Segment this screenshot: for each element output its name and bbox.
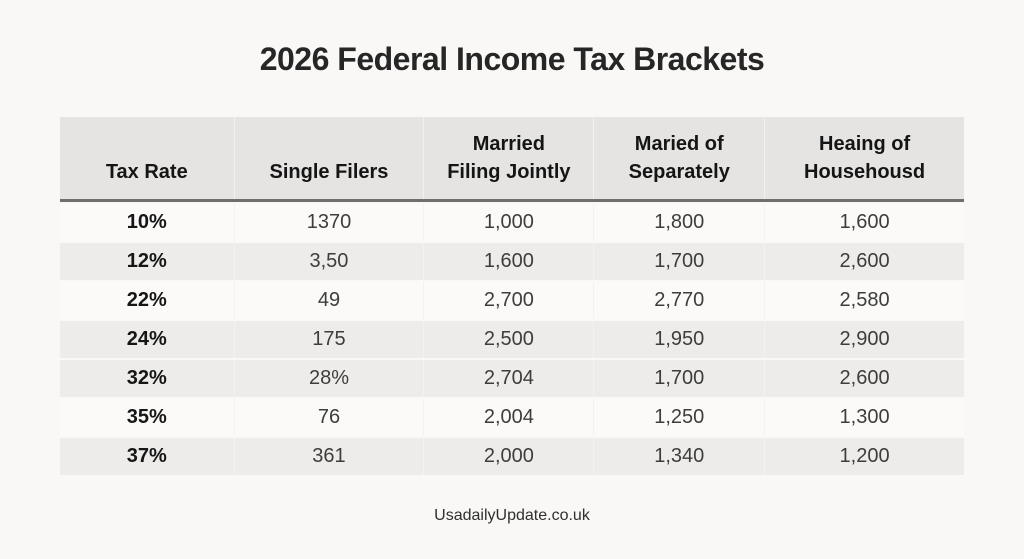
table-row: 37% 361 2,000 1,340 1,200 [60, 436, 964, 475]
table-cell: 28% [233, 360, 424, 397]
table-cell: 2,580 [764, 282, 964, 319]
table-cell: 2,600 [764, 360, 964, 397]
table-cell: 1,950 [593, 321, 764, 358]
table-row: 22% 49 2,700 2,770 2,580 [60, 280, 964, 319]
table-cell: 1,800 [593, 204, 764, 241]
table-cell: 2,900 [764, 321, 964, 358]
table-header-row: Tax Rate Single Filers Married Filing Jo… [60, 117, 964, 202]
table-row: 32% 28% 2,704 1,700 2,600 [60, 358, 964, 397]
table-cell: 2,500 [423, 321, 593, 358]
table-cell: 76 [233, 399, 424, 436]
table-cell: 1,300 [764, 399, 964, 436]
header-cell-single-filers: Single Filers [233, 117, 424, 199]
table-cell: 1,600 [764, 204, 964, 241]
table-cell: 2,000 [423, 438, 593, 475]
header-cell-tax-rate: Tax Rate [105, 161, 188, 183]
table-cell: 175 [233, 321, 424, 358]
table-cell: 1,340 [593, 438, 764, 475]
table-cell-rate: 10% [126, 211, 167, 233]
table-row: 35% 76 2,004 1,250 1,300 [60, 397, 964, 436]
table-cell: 3,50 [233, 243, 424, 280]
table-cell-rate: 35% [126, 406, 167, 428]
header-cell-married-separately: Maried of Separately [593, 117, 764, 199]
table-cell: 1,600 [423, 243, 593, 280]
table-cell: 1,700 [593, 360, 764, 397]
table-cell: 49 [233, 282, 424, 319]
table-cell: 1,200 [764, 438, 964, 475]
table-cell-rate: 12% [126, 250, 167, 272]
table-cell: 1,700 [593, 243, 764, 280]
table-cell: 2,004 [423, 399, 593, 436]
table-cell-rate: 24% [126, 328, 167, 350]
table-row: 24% 175 2,500 1,950 2,900 [60, 319, 964, 358]
table-row: 10% 1370 1,000 1,800 1,600 [60, 202, 964, 241]
table-cell: 361 [233, 438, 424, 475]
table-cell: 2,600 [764, 243, 964, 280]
table-cell: 2,770 [593, 282, 764, 319]
table-cell-rate: 22% [126, 289, 167, 311]
header-cell-married-jointly: Married Filing Jointly [423, 117, 593, 199]
table-row: 12% 3,50 1,600 1,700 2,600 [60, 241, 964, 280]
table-cell: 2,700 [423, 282, 593, 319]
table-cell: 1,000 [423, 204, 593, 241]
table-cell: 2,704 [423, 360, 593, 397]
table-cell-rate: 32% [126, 367, 167, 389]
table-cell: 1370 [233, 204, 424, 241]
page-title: 2026 Federal Income Tax Brackets [259, 41, 765, 77]
table-cell: 1,250 [593, 399, 764, 436]
table-cell-rate: 37% [126, 445, 167, 467]
header-cell-head-of-household: Heaing of Househousd [764, 117, 964, 199]
tax-brackets-table: Tax Rate Single Filers Married Filing Jo… [60, 117, 964, 475]
source-watermark: UsadailyUpdate.co.uk [434, 507, 590, 524]
